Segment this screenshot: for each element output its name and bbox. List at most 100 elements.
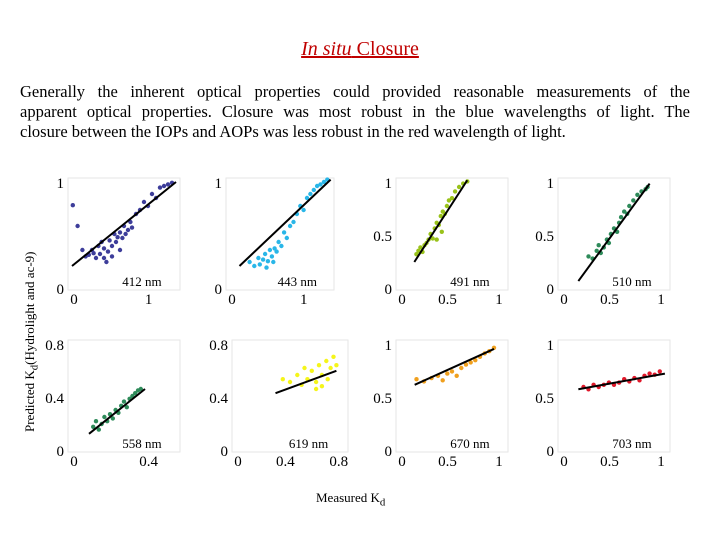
- x-tick-label: 1: [495, 454, 503, 470]
- slide-title-rest: Closure: [351, 38, 419, 60]
- data-point: [93, 419, 99, 424]
- x-tick-label: 0.5: [438, 454, 457, 470]
- wavelength-label: 412 nm: [122, 274, 161, 289]
- x-tick-label: 0.5: [438, 292, 457, 308]
- y-tick-label: 1: [385, 176, 393, 192]
- data-point: [274, 249, 279, 254]
- fit-line: [275, 369, 337, 395]
- data-point: [149, 191, 155, 197]
- x-tick-label: 0.4: [276, 454, 295, 470]
- data-point: [125, 227, 131, 233]
- y-tick-label: 0: [57, 444, 65, 460]
- data-point: [117, 247, 123, 253]
- data-point: [473, 358, 478, 363]
- x-tick-label: 0: [398, 292, 406, 308]
- data-point: [271, 259, 276, 265]
- x-tick-label: 0.5: [600, 454, 619, 470]
- data-point: [449, 369, 455, 374]
- slide-paragraph: Generally the inherent optical propertie…: [20, 82, 690, 142]
- x-tick-label: 0: [560, 292, 568, 308]
- y-tick-label: 0: [57, 282, 65, 298]
- data-point: [113, 239, 119, 245]
- x-tick-label: 1: [657, 454, 665, 470]
- panel-frame: [231, 339, 349, 453]
- data-point: [434, 237, 439, 242]
- data-point: [440, 378, 445, 383]
- panel-frame: [557, 177, 671, 291]
- data-point: [75, 223, 80, 229]
- data-point: [291, 219, 296, 225]
- paragraph-line: apparent optical properties. Closure was…: [20, 102, 690, 121]
- panel-frame: [395, 177, 509, 291]
- y-tick-label: 0: [215, 282, 223, 298]
- x-axis-label: Measured Kd: [316, 490, 385, 509]
- data-point: [123, 231, 128, 237]
- x-tick-label: 0: [560, 454, 568, 470]
- data-point: [468, 360, 473, 365]
- data-point: [157, 185, 163, 190]
- panel-frame: [557, 339, 671, 453]
- data-point: [452, 189, 458, 194]
- data-point: [446, 198, 452, 203]
- data-point: [141, 199, 147, 205]
- data-point: [596, 243, 601, 248]
- data-point: [328, 365, 333, 371]
- data-point: [256, 255, 261, 261]
- x-tick-label: 0: [70, 454, 78, 470]
- data-point: [70, 203, 76, 208]
- data-point: [459, 365, 464, 371]
- data-point: [96, 427, 102, 432]
- y-tick-label: 0.8: [209, 338, 228, 354]
- x-tick-label: 1: [300, 292, 308, 308]
- data-point: [438, 213, 443, 219]
- data-point: [262, 251, 268, 257]
- data-point: [252, 263, 257, 269]
- data-point: [631, 198, 636, 203]
- wavelength-label: 558 nm: [122, 436, 161, 451]
- data-point: [657, 369, 662, 374]
- y-tick-label: 0: [385, 444, 393, 460]
- data-point: [97, 251, 103, 257]
- data-point: [439, 229, 444, 234]
- fit-line: [577, 183, 651, 282]
- data-point: [331, 354, 336, 359]
- y-tick-label: 0.4: [209, 391, 228, 407]
- data-point: [105, 249, 111, 254]
- data-point: [138, 386, 143, 392]
- data-point: [635, 192, 640, 197]
- data-point: [124, 405, 129, 410]
- fit-line: [71, 181, 177, 267]
- data-point: [93, 255, 99, 261]
- data-point: [265, 259, 271, 264]
- data-point: [109, 254, 115, 259]
- x-tick-label: 0: [398, 454, 406, 470]
- y-tick-label: 0.8: [45, 338, 64, 354]
- panel-frame: [67, 339, 181, 453]
- x-tick-label: 0: [70, 292, 78, 308]
- y-tick-label: 0: [385, 282, 393, 298]
- data-point: [279, 243, 284, 249]
- data-point: [110, 416, 116, 421]
- data-point: [416, 248, 421, 253]
- x-tick-label: 1: [145, 292, 153, 308]
- data-point: [304, 195, 310, 201]
- data-point: [454, 373, 459, 378]
- paragraph-line: Generally the inherent optical propertie…: [20, 82, 690, 101]
- data-point: [272, 246, 277, 251]
- data-point: [120, 235, 125, 241]
- data-point: [316, 363, 322, 368]
- fit-line: [88, 388, 146, 435]
- data-point: [101, 255, 107, 261]
- data-point: [129, 225, 135, 230]
- data-point: [276, 239, 281, 245]
- wavelength-label: 491 nm: [450, 274, 489, 289]
- x-axis-label-main: Measured K: [316, 490, 380, 505]
- x-tick-label: 0.5: [600, 292, 619, 308]
- paragraph-line: closure between the IOPs and AOPs was le…: [20, 122, 566, 141]
- y-tick-label: 0.5: [373, 391, 392, 407]
- data-point: [313, 386, 319, 392]
- y-tick-label: 0: [547, 444, 555, 460]
- data-point: [324, 358, 329, 364]
- y-tick-label: 1: [547, 176, 555, 192]
